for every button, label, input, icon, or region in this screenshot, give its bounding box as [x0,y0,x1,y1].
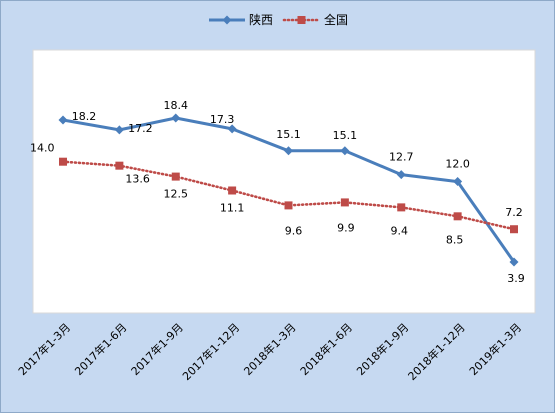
x-tick-label: 2017年1-3月 [15,320,73,378]
data-label-national: 8.5 [446,233,464,246]
data-point-national [397,203,406,212]
data-label-national: 13.6 [125,173,150,186]
data-point-shaanxi [340,146,350,156]
data-point-shaanxi [453,177,463,187]
data-label-national: 9.9 [337,221,355,234]
series-line-national [61,160,516,231]
data-label-national: 14.0 [30,142,55,155]
x-tick-label: 2019年1-3月 [466,320,524,378]
data-label-shaanxi: 15.1 [333,129,358,142]
x-tick-label: 2018年1-9月 [353,320,411,378]
x-tick-label: 2017年1-9月 [128,320,186,378]
legend-label-national: 全国 [324,12,348,27]
data-point-shaanxi [227,124,237,134]
data-label-national: 7.2 [505,206,523,219]
data-point-national [284,201,293,210]
data-point-shaanxi [171,113,181,123]
legend-label-shaanxi: 陕西 [249,12,273,27]
data-point-national [228,186,237,195]
x-tick-label: 2018年1-12月 [405,320,468,383]
data-label-shaanxi: 17.3 [210,113,235,126]
legend-marker-national [297,16,306,24]
data-label-national: 12.5 [164,188,189,201]
data-label-shaanxi: 18.2 [72,110,97,123]
data-label-shaanxi: 3.9 [507,272,525,285]
legend-marker-shaanxi [222,15,232,25]
data-point-national [115,161,124,170]
data-label-shaanxi: 12.7 [389,151,414,164]
x-tick-label: 2017年1-6月 [72,320,130,378]
data-point-shaanxi [284,146,293,156]
data-label-shaanxi: 17.2 [128,122,153,135]
data-point-national [453,212,462,221]
data-point-national [510,225,518,234]
data-point-national [171,172,180,181]
data-point-national [340,198,349,207]
x-tick-label: 2018年1-3月 [241,320,299,378]
data-label-shaanxi: 15.1 [276,128,301,141]
data-point-shaanxi [58,115,68,125]
data-point-shaanxi [396,170,406,180]
data-label-national: 9.6 [285,224,303,237]
data-label-shaanxi: 12.0 [445,158,470,171]
data-label-national: 11.1 [220,201,245,214]
data-point-national [59,157,67,166]
data-label-national: 9.4 [391,224,409,237]
x-tick-label: 2018年1-6月 [297,320,355,378]
data-point-shaanxi [509,257,519,267]
data-label-shaanxi: 18.4 [164,99,189,112]
x-tick-label: 2017年1-12月 [179,320,242,383]
data-point-shaanxi [114,125,124,135]
